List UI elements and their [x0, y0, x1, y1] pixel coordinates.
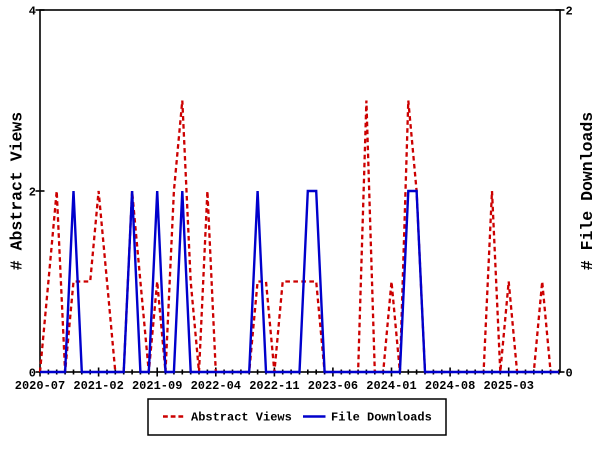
svg-text:2022-11: 2022-11	[249, 379, 299, 393]
svg-text:2023-06: 2023-06	[308, 379, 358, 393]
svg-text:2020-07: 2020-07	[15, 379, 65, 393]
svg-text:2021-09: 2021-09	[132, 379, 182, 393]
svg-text:0: 0	[566, 367, 573, 381]
svg-text:2024-08: 2024-08	[425, 379, 475, 393]
svg-text:2025-03: 2025-03	[483, 379, 533, 393]
svg-text:2021-02: 2021-02	[73, 379, 123, 393]
svg-text:# File Downloads: # File Downloads	[578, 112, 597, 270]
svg-text:2: 2	[29, 186, 36, 200]
svg-text:2022-04: 2022-04	[191, 379, 241, 393]
svg-text:# Abstract Views: # Abstract Views	[8, 112, 27, 270]
svg-text:2: 2	[566, 5, 573, 19]
svg-text:4: 4	[29, 5, 36, 19]
svg-text:0: 0	[29, 367, 36, 381]
svg-text:File Downloads: File Downloads	[331, 411, 432, 425]
svg-text:2024-01: 2024-01	[366, 379, 416, 393]
svg-text:Abstract Views: Abstract Views	[191, 411, 292, 425]
